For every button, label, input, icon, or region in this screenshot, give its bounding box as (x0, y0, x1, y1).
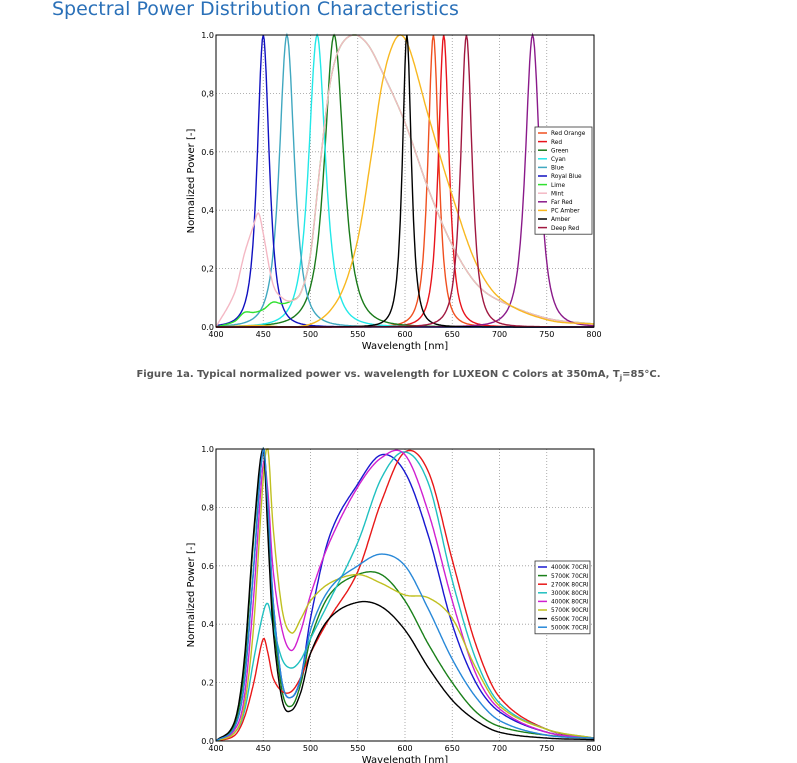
plot-frame (215, 34, 595, 328)
y-tick-label: 0.0 (201, 323, 214, 332)
legend-label: Blue (551, 166, 564, 172)
y-tick-label: 0.6 (201, 562, 214, 571)
series-line-5700k-90cri (215, 448, 595, 742)
x-tick-label: 550 (350, 744, 365, 753)
y-axis-label: Normalized Power [-] (186, 543, 197, 648)
y-axis-label: Normalized Power [-] (186, 129, 197, 234)
x-tick-label: 650 (445, 744, 460, 753)
y-tick-label: 0,4 (201, 206, 214, 215)
x-axis-label: Wavelength [nm] (362, 755, 448, 763)
x-tick-label: 500 (303, 744, 318, 753)
x-tick-label: 550 (350, 330, 365, 339)
series-line-5700k-70cri (215, 446, 595, 742)
x-tick-label: 700 (492, 744, 507, 753)
legend-label: Royal Blue (551, 174, 582, 180)
y-tick-label: 1.0 (201, 445, 214, 454)
series-line-6500k-70cri (215, 447, 594, 742)
x-tick-label: 750 (539, 744, 554, 753)
x-tick-label: 650 (445, 330, 460, 339)
x-tick-label: 800 (586, 330, 601, 339)
legend-label: Red Orange (551, 131, 586, 137)
legend-label: Deep Red (551, 226, 579, 232)
x-tick-label: 400 (208, 744, 223, 753)
caption-suffix: =85°C. (622, 369, 661, 380)
legend-label: Red (551, 140, 562, 146)
y-tick-label: 0.4 (201, 620, 214, 629)
legend-label: Lime (551, 183, 565, 189)
series-line-mint (215, 34, 595, 328)
plot-frame (215, 448, 595, 742)
y-tick-label: 0.2 (201, 679, 214, 688)
caption-text: Figure 1a. Typical normalized power vs. … (136, 369, 620, 380)
y-tick-label: 0,2 (201, 265, 214, 274)
legend-label: Mint (551, 191, 564, 197)
y-tick-label: 0.8 (201, 503, 214, 512)
page-title: Spectral Power Distribution Characterist… (52, 0, 459, 20)
legend-label: Green (551, 148, 569, 154)
x-axis-label: Wavelength [nm] (362, 341, 448, 352)
x-tick-label: 500 (303, 330, 318, 339)
legend-label: 2700K 80CRI (551, 582, 589, 588)
legend-label: 6500K 70CRI (551, 617, 589, 623)
x-tick-label: 600 (397, 330, 412, 339)
x-tick-label: 450 (256, 330, 271, 339)
y-tick-label: 0,8 (201, 89, 214, 98)
legend-box (534, 560, 591, 635)
y-tick-label: 0.6 (201, 148, 214, 157)
y-tick-label: 0.0 (201, 737, 214, 746)
series-line-5000k-70cri (215, 447, 595, 742)
y-tick-label: 1.0 (201, 31, 214, 40)
legend-label: Amber (551, 217, 571, 223)
x-tick-label: 800 (586, 744, 601, 753)
spectral-chart-colors: 400 450 500 550 600 650 700 750 800 0.0 0,2 0,4 0.6 0… (186, 31, 602, 352)
legend-label: 5000K 70CRI (551, 625, 589, 631)
legend-label: 4000K 80CRI (551, 600, 589, 606)
legend-label: 5700K 70CRI (551, 574, 589, 580)
x-tick-label: 750 (539, 330, 554, 339)
legend-label: 3000K 80CRI (551, 591, 589, 597)
legend-label: 4000K 70CRI (551, 565, 589, 571)
x-tick-label: 450 (256, 744, 271, 753)
series-line-4000k-80cri (215, 449, 595, 742)
legend-label: 5700K 90CRI (551, 608, 589, 614)
legend-label: Cyan (551, 157, 566, 163)
figure-caption: Figure 1a. Typical normalized power vs. … (0, 369, 797, 382)
legend-box (534, 126, 593, 235)
x-tick-label: 400 (208, 330, 223, 339)
legend-label: Far Red (551, 200, 573, 206)
x-tick-label: 600 (397, 744, 412, 753)
legend-label: PC Amber (551, 209, 580, 215)
x-tick-label: 700 (492, 330, 507, 339)
caption-subscript: j (619, 374, 623, 382)
